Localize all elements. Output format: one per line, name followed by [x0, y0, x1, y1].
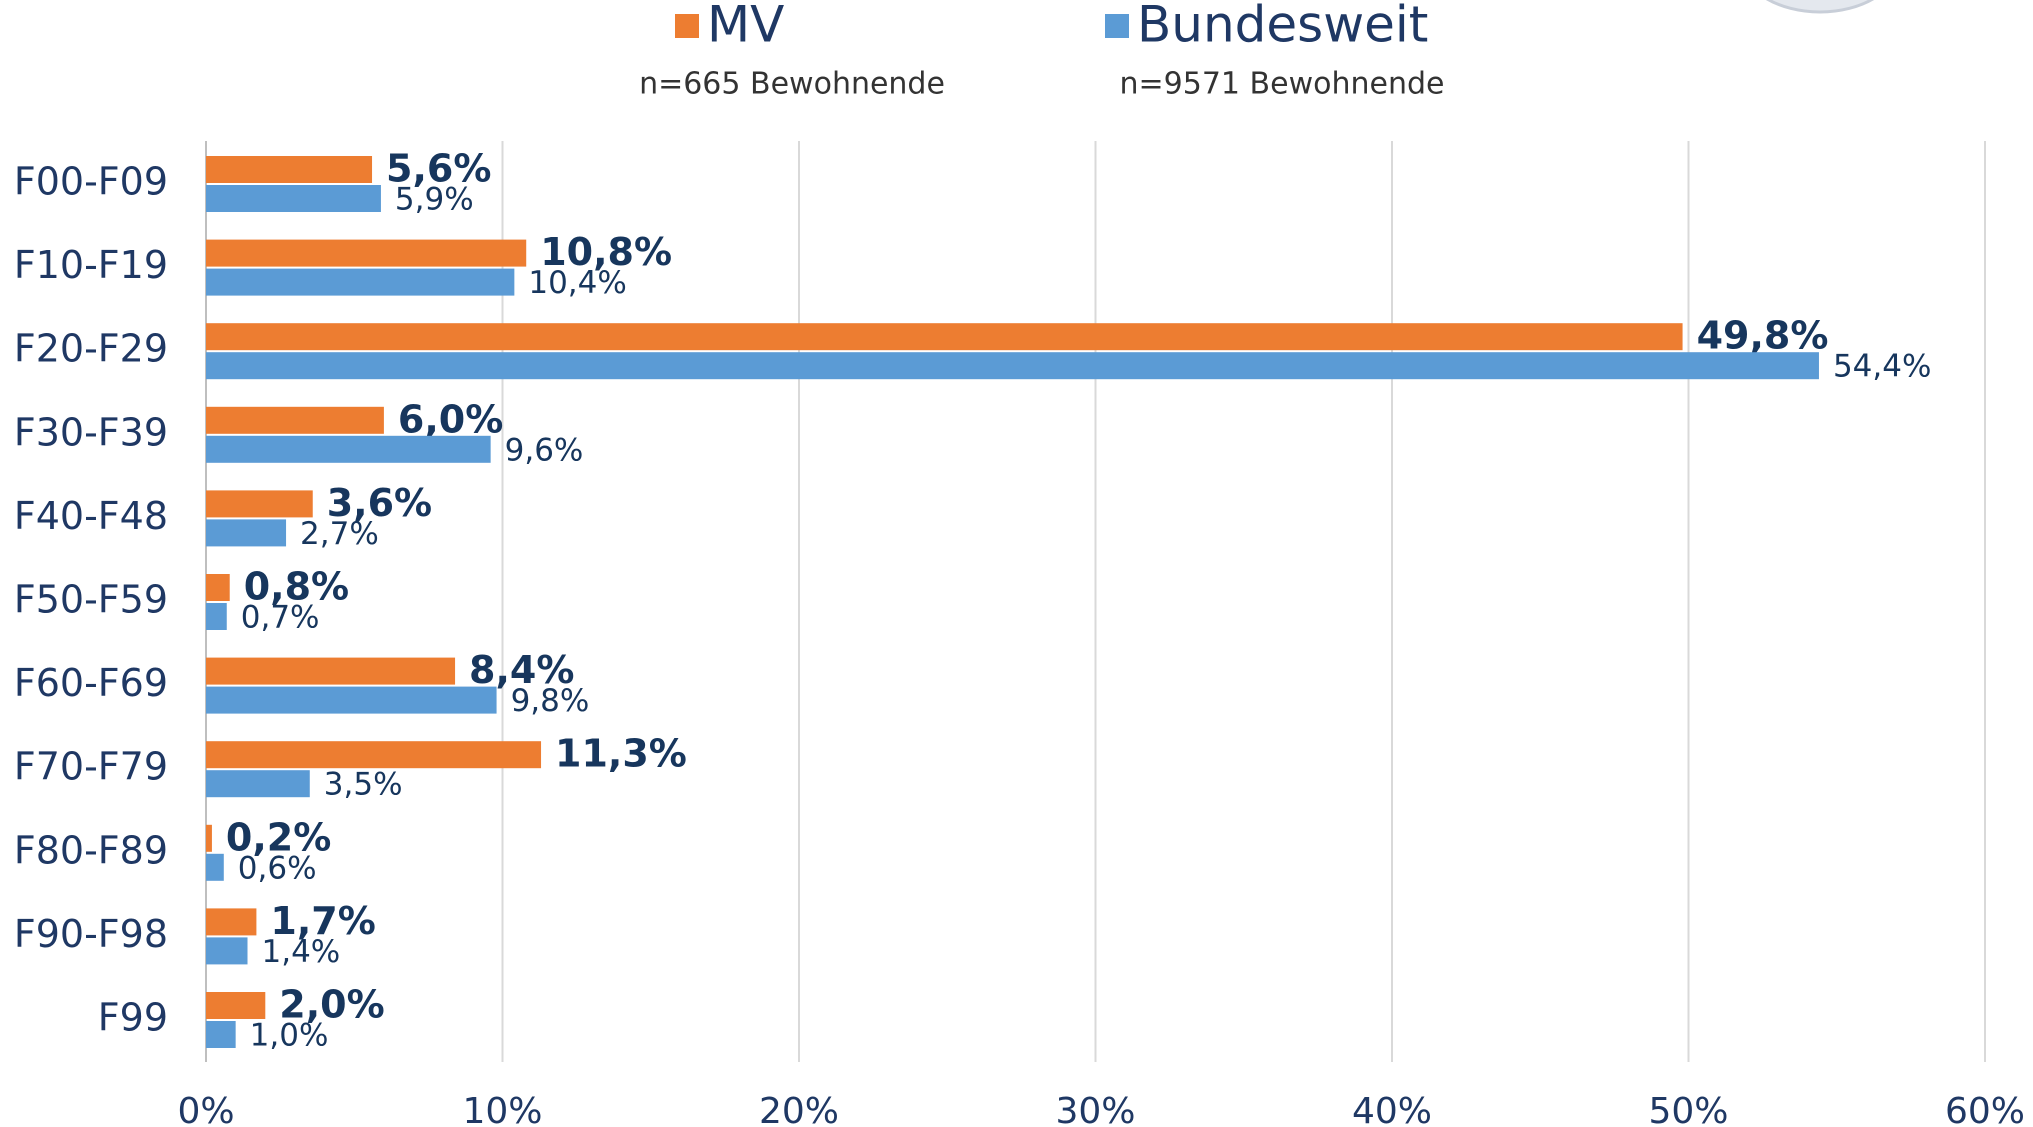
value-label: 5,9%	[395, 182, 474, 218]
category-label: F20-F29	[14, 327, 168, 371]
value-label: 1,7%	[270, 899, 375, 943]
bar	[206, 519, 287, 547]
value-label: 0,8%	[244, 565, 349, 609]
category-label: F10-F19	[14, 243, 168, 287]
value-label: 0,6%	[238, 850, 317, 886]
bar	[206, 239, 527, 267]
category-label: F90-F98	[14, 912, 168, 956]
logo-decoration	[1765, 0, 1875, 14]
category-label: F40-F48	[14, 494, 168, 538]
value-label: 10,8%	[540, 230, 672, 274]
x-tick-label: 30%	[1055, 1091, 1135, 1127]
category-label: F00-F09	[14, 160, 168, 204]
bar	[206, 156, 373, 183]
bar	[206, 770, 310, 798]
bar	[206, 1021, 236, 1048]
value-label: 54,4%	[1833, 349, 1931, 385]
category-label: F70-F79	[14, 745, 168, 789]
x-tick-label: 40%	[1352, 1091, 1432, 1127]
x-tick-label: 50%	[1648, 1091, 1728, 1127]
x-tick-label: 60%	[1945, 1091, 2025, 1127]
x-tick-label: 0%	[177, 1091, 234, 1127]
bar	[206, 435, 491, 463]
annotation: n=665 Bewohnende	[639, 67, 945, 102]
value-label: 8,4%	[469, 648, 574, 692]
value-label: 1,0%	[250, 1018, 329, 1054]
value-label: 9,8%	[511, 683, 590, 719]
bar	[206, 657, 456, 685]
legend-label: MV	[707, 0, 784, 54]
legend-swatch	[1105, 14, 1129, 38]
value-label: 49,8%	[1697, 314, 1829, 358]
x-tick-label: 20%	[759, 1091, 839, 1127]
category-label: F50-F59	[14, 578, 168, 622]
category-label: F80-F89	[14, 828, 168, 872]
bar	[206, 824, 212, 852]
bar	[206, 937, 248, 965]
bar	[206, 908, 257, 936]
value-label: 9,6%	[505, 432, 584, 468]
bar	[206, 406, 384, 434]
legend-swatch	[675, 14, 699, 38]
bar	[206, 853, 224, 881]
value-label: 5,6%	[386, 147, 491, 191]
value-label: 2,0%	[279, 983, 384, 1027]
bar	[206, 741, 542, 769]
bar	[206, 574, 230, 601]
bar	[206, 352, 1819, 380]
bar	[206, 490, 313, 518]
value-label: 10,4%	[528, 265, 626, 301]
value-label: 6,0%	[398, 397, 503, 441]
value-label: 2,7%	[300, 516, 379, 552]
value-label: 11,3%	[555, 732, 687, 776]
category-label: F60-F69	[14, 661, 168, 705]
annotation: n=9571 Bewohnende	[1120, 67, 1445, 102]
x-tick-label: 10%	[462, 1091, 542, 1127]
value-label: 1,4%	[262, 934, 341, 970]
bar	[206, 323, 1683, 351]
category-label: F99	[98, 996, 168, 1040]
legend-label: Bundesweit	[1137, 0, 1428, 54]
bar	[206, 603, 227, 630]
bar	[206, 185, 381, 212]
value-label: 0,7%	[241, 600, 320, 636]
bar	[206, 686, 497, 714]
value-label: 0,2%	[226, 815, 331, 859]
value-label: 3,6%	[327, 481, 432, 525]
bar	[206, 992, 266, 1019]
category-label: F30-F39	[14, 410, 168, 454]
bar	[206, 268, 515, 296]
value-label: 3,5%	[324, 767, 403, 803]
